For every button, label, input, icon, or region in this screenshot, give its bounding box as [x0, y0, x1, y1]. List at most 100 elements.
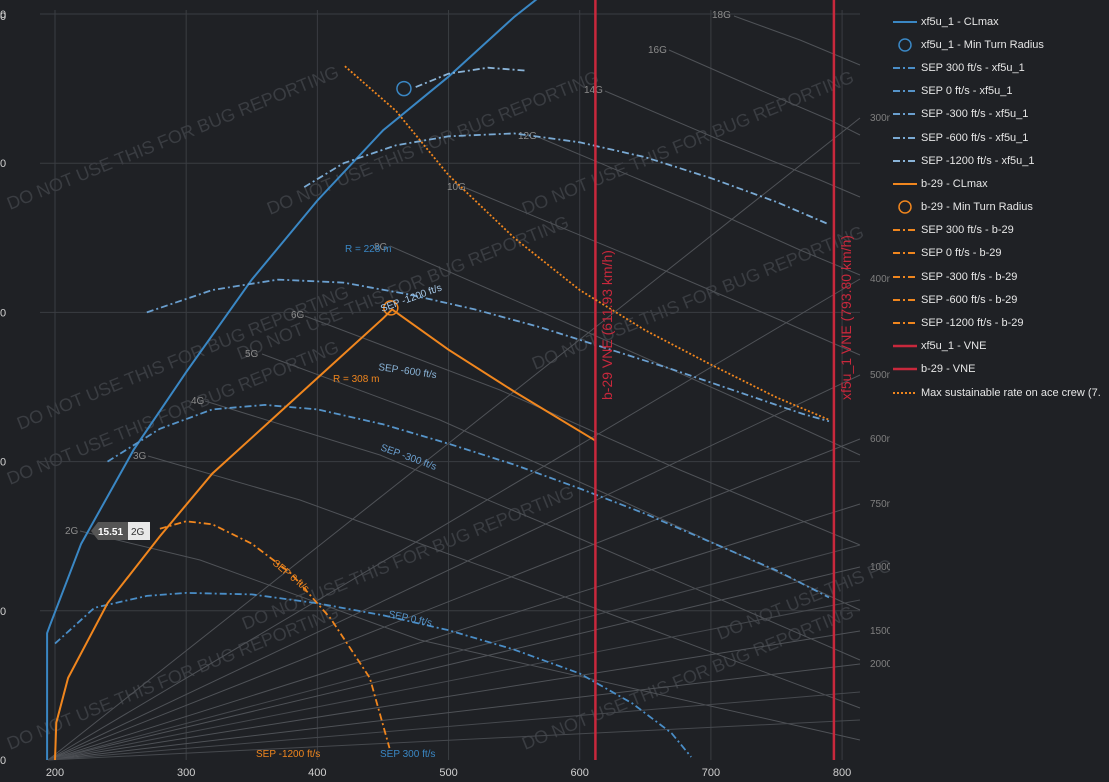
legend-item[interactable]: b-29 - CLmax [892, 172, 1109, 195]
series-line[interactable] [107, 403, 830, 599]
legend-line-icon [893, 159, 917, 162]
series-marker[interactable] [383, 300, 399, 316]
tooltip-value: 15.51 [98, 527, 123, 538]
legend-item[interactable]: SEP -600 ft/s - b-29 [892, 288, 1109, 311]
legend-item[interactable]: SEP -1200 ft/s - xf5u_1 [892, 149, 1109, 172]
turn-radius-line [47, 438, 861, 761]
chart-plot-area[interactable]: DO NOT USE THIS FOR BUG REPORTING DO NOT … [0, 0, 890, 782]
legend-item-label: SEP -1200 ft/s - b-29 [921, 317, 1024, 330]
turn-radius-line [47, 663, 861, 761]
legend-item[interactable]: SEP 0 ft/s - b-29 [892, 242, 1109, 265]
legend-line-icon [893, 90, 917, 93]
legend-item[interactable]: SEP -300 ft/s - xf5u_1 [892, 103, 1109, 126]
legend-line-icon [893, 229, 917, 232]
legend-item-label: SEP 0 ft/s - xf5u_1 [921, 85, 1013, 98]
legend-item-label: b-29 - Min Turn Radius [921, 201, 1033, 214]
g-load-line [668, 49, 861, 136]
legend-line-icon [893, 298, 917, 301]
legend-item-label: xf5u_1 - VNE [921, 340, 987, 353]
legend-item[interactable]: SEP 300 ft/s - b-29 [892, 219, 1109, 242]
b29-radius-annotation: R = 308 m [333, 374, 379, 385]
legend-item[interactable]: Max sustainable rate on ace crew (7. [892, 381, 1109, 404]
legend-item[interactable]: SEP -300 ft/s - b-29 [892, 265, 1109, 288]
turn-radius-label: 400m [870, 274, 890, 285]
chart-legend[interactable]: xf5u_1 - CLmax xf5u_1 - Min Turn Radius SE… [892, 10, 1109, 404]
sep-0-xf5u-label: SEP 0 ft/s [387, 609, 433, 629]
turn-radius-label: 300m [870, 113, 890, 124]
xf5u-radius-annotation: R = 228 m [345, 244, 391, 255]
legend-item-label: SEP 300 ft/s - xf5u_1 [921, 61, 1025, 74]
legend-item-label: b-29 - CLmax [921, 177, 988, 190]
g-load-label: 2G [65, 526, 79, 537]
series-line[interactable] [344, 65, 830, 421]
turn-radius-line [47, 278, 861, 761]
g-load-label: 3G [133, 451, 147, 462]
legend-item[interactable]: b-29 - Min Turn Radius [892, 196, 1109, 219]
turn-radius-label: 1500m [870, 626, 890, 637]
turn-radius-line [47, 503, 861, 761]
series-line[interactable] [159, 520, 391, 749]
legend-item-label: SEP -600 ft/s - xf5u_1 [921, 131, 1029, 144]
legend-marker-icon [898, 38, 912, 52]
legend-line-icon [893, 252, 917, 255]
legend-line-icon [893, 182, 917, 185]
legend-item[interactable]: SEP -1200 ft/s - b-29 [892, 311, 1109, 334]
x-tick-label: 500 [439, 767, 457, 779]
g-load-line [604, 90, 861, 198]
series-marker[interactable] [396, 80, 412, 97]
g-load-label: 10G [447, 182, 466, 193]
g-load-label: 16G [648, 45, 667, 56]
sep-minus300-label: SEP -300 ft/s [379, 442, 438, 472]
sep-300-xf5u-label: SEP 300 ft/s [380, 749, 435, 760]
series-layer [46, 0, 836, 761]
series-line[interactable] [415, 66, 528, 88]
x-tick-label: 600 [571, 767, 589, 779]
series-line[interactable] [146, 278, 830, 423]
legend-item-label: b-29 - VNE [921, 363, 976, 376]
g-load-line [147, 455, 861, 709]
hover-tooltip[interactable]: 15.51 2G [91, 522, 150, 540]
watermark-text: DO NOT USE THIS FOR BUG REPORTING [519, 602, 857, 754]
legend-item[interactable]: SEP -600 ft/s - xf5u_1 [892, 126, 1109, 149]
legend-line-icon [893, 20, 917, 23]
turn-radius-lines: 300m 400m 500m 600m 750m 1000m 1500m 2000m [47, 113, 890, 761]
series-line[interactable] [303, 132, 830, 226]
legend-marker-icon [898, 200, 912, 214]
legend-item-label: SEP -600 ft/s - b-29 [921, 293, 1018, 306]
g-load-label: 12G [518, 131, 537, 142]
legend-item-label: SEP -300 ft/s - xf5u_1 [921, 108, 1029, 121]
turn-radius-line [47, 117, 861, 761]
watermark-text: DO NOT USE THIS FOR BUG REPORTING [234, 212, 572, 364]
xf5u-vne-label: xf5u_1 VNE (793.80 km/h) [838, 235, 854, 400]
y-tick-label: 0 [0, 457, 6, 469]
g-load-label: 8G [374, 242, 388, 253]
b29-stacked-sep-label: SEP -1200 ft/s [256, 749, 320, 760]
tooltip-label-box [128, 522, 150, 540]
g-load-line [733, 15, 861, 66]
y-tick-label: 0 [0, 158, 6, 170]
turn-radius-line [47, 374, 861, 761]
legend-item[interactable]: SEP 300 ft/s - xf5u_1 [892, 56, 1109, 79]
b29-vne-label: b-29 VNE (611.93 km/h) [599, 250, 615, 400]
legend-item[interactable]: b-29 - VNE [892, 358, 1109, 381]
legend-item[interactable]: SEP 0 ft/s - xf5u_1 [892, 80, 1109, 103]
series-line[interactable] [54, 308, 597, 761]
y-tick-label: 0 [0, 755, 6, 767]
legend-line-icon [893, 275, 917, 278]
series-line[interactable] [54, 591, 692, 758]
turn-radius-line [47, 599, 861, 761]
turn-radius-line [47, 691, 861, 761]
legend-item[interactable]: xf5u_1 - VNE [892, 335, 1109, 358]
x-tick-label: 800 [833, 767, 851, 779]
legend-line-icon [893, 322, 917, 325]
turn-radius-line [47, 630, 861, 761]
legend-line-icon [893, 344, 917, 348]
legend-item[interactable]: xf5u_1 - CLmax [892, 10, 1109, 33]
x-tick-label: 700 [702, 767, 720, 779]
g-load-label: 6G [291, 310, 305, 321]
y-tick-label: 0 [0, 606, 6, 618]
sep-0-b29-label: SEP 0 ft/s [270, 558, 311, 595]
legend-line-icon [893, 66, 917, 69]
legend-item[interactable]: xf5u_1 - Min Turn Radius [892, 33, 1109, 56]
series-line[interactable] [46, 0, 830, 760]
